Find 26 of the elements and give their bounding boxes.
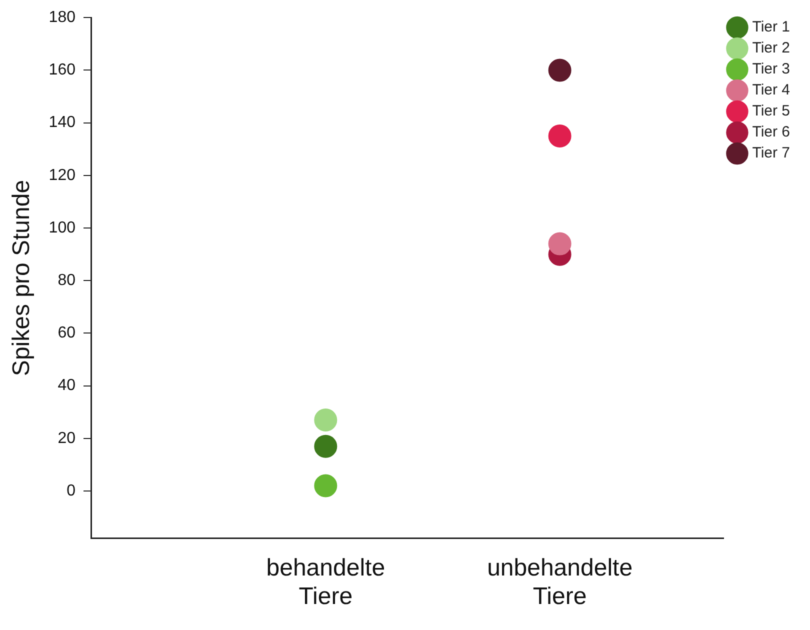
y-tick-label: 20 — [58, 430, 76, 447]
y-tick-label: 80 — [58, 272, 76, 290]
legend-label: Tier 3 — [752, 60, 790, 78]
y-tick-label: 100 — [48, 219, 76, 236]
y-tick-label: 140 — [48, 114, 76, 132]
y-axis-title: Spikes pro Stunde — [8, 180, 36, 376]
y-tick-label: 160 — [48, 62, 76, 79]
legend-label: Tier 4 — [752, 82, 790, 99]
legend-label: Tier 1 — [752, 18, 790, 36]
x-tick-label: unbehandelte Tiere — [487, 554, 633, 610]
y-tick-label: 0 — [66, 482, 76, 500]
y-tick-label: 60 — [58, 324, 76, 342]
x-tick-label: behandelte Tiere — [266, 554, 386, 610]
point — [314, 434, 338, 458]
y-tick-label: 120 — [48, 166, 76, 184]
y-tick-label: 40 — [58, 377, 76, 394]
point — [548, 232, 572, 256]
point — [314, 474, 338, 498]
point — [314, 408, 338, 432]
y-tick-label: 180 — [48, 9, 76, 26]
legend-label: Tier 6 — [752, 124, 790, 141]
legend-label: Tier 2 — [752, 40, 790, 57]
legend-label: Tier 5 — [752, 102, 790, 120]
legend-label: Tier 7 — [752, 144, 790, 162]
point — [548, 58, 572, 82]
point — [548, 124, 572, 148]
